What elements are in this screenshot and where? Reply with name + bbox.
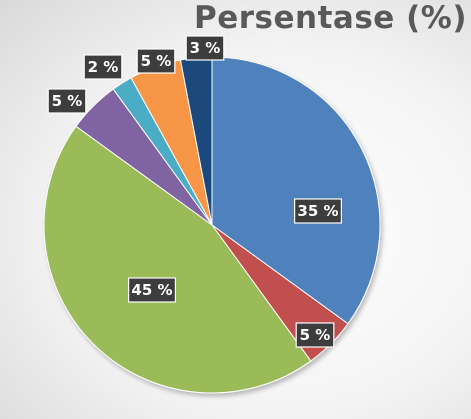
slice-label-text-2: 5 % <box>300 326 331 344</box>
slice-label-5: 2 % <box>83 54 123 80</box>
slice-label-box-5 <box>83 54 123 80</box>
slice-label-box-4 <box>47 88 87 114</box>
slice-label-text-4: 5 % <box>52 92 83 110</box>
slice-label-text-5: 2 % <box>88 58 119 76</box>
slice-label-box-6 <box>136 48 176 74</box>
pie-slices <box>43 56 381 394</box>
chart-title: Persentase (%) <box>194 0 467 36</box>
slice-label-box-2 <box>295 322 335 348</box>
slice-label-3: 45 % <box>128 277 177 303</box>
pie-labels: 35 % 5 % 45 % 5 % 2 % 5 % 3 % <box>47 35 343 348</box>
slice-label-box-3 <box>128 277 177 303</box>
slice-label-1: 35 % <box>294 198 343 224</box>
slice-label-2: 5 % <box>295 322 335 348</box>
pie-slice-3 <box>43 125 312 394</box>
slice-label-7: 3 % <box>185 35 225 61</box>
slice-label-text-7: 3 % <box>190 39 221 57</box>
slice-label-text-3: 45 % <box>131 281 172 299</box>
slice-label-text-6: 5 % <box>141 52 172 70</box>
slice-label-box-1 <box>294 198 343 224</box>
slice-label-box-7 <box>185 35 225 61</box>
pie-slice-1 <box>211 56 381 325</box>
slice-label-text-1: 35 % <box>297 202 338 220</box>
slice-label-4: 5 % <box>47 88 87 114</box>
slice-label-6: 5 % <box>136 48 176 74</box>
